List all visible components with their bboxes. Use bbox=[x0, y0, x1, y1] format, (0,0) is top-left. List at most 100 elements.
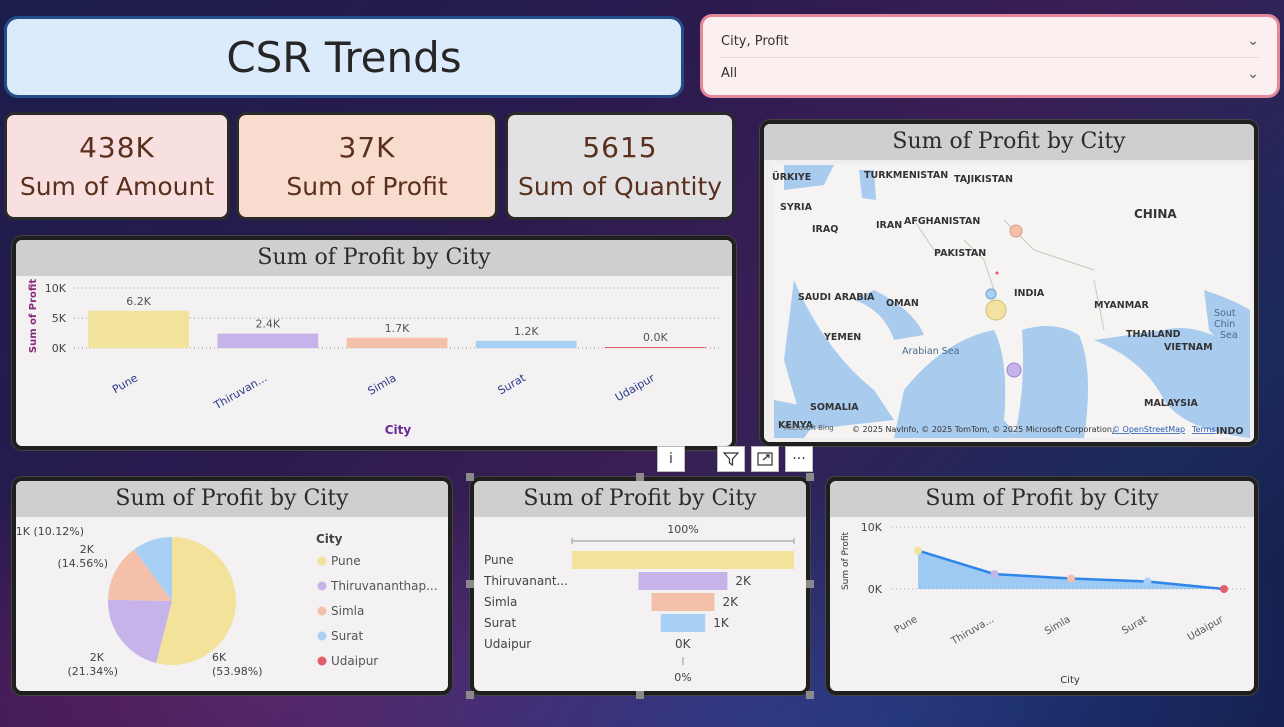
svg-text:SOMALIA: SOMALIA bbox=[810, 402, 859, 413]
funnel-category-label: Udaipur bbox=[484, 637, 531, 651]
map-bubble-surat[interactable] bbox=[985, 288, 997, 300]
map-bubble-pune[interactable] bbox=[985, 299, 1007, 321]
map-bubble-thiruvananthapuram[interactable] bbox=[1006, 362, 1022, 378]
resize-handle[interactable] bbox=[466, 580, 474, 588]
funnel-chart-visual[interactable]: Sum of Profit by City 100% Pune Thiruvanan… bbox=[470, 477, 810, 695]
bar[interactable] bbox=[88, 310, 189, 348]
svg-text:SAUDI ARABIA: SAUDI ARABIA bbox=[798, 292, 875, 303]
kpi-card-amount[interactable]: 438K Sum of Amount bbox=[4, 112, 230, 220]
column-chart[interactable]: 10K 5K 0K 6.2K Pune 2.4K Thiruvan... 1.7K Simla 1… bbox=[16, 276, 732, 446]
area-point[interactable] bbox=[990, 570, 999, 579]
funnel-bar[interactable] bbox=[572, 551, 794, 569]
red-sea-water bbox=[784, 280, 894, 430]
column-chart-visual[interactable]: Sum of Profit by City 10K 5K 0K 6.2K Pune 2.4… bbox=[12, 236, 736, 450]
map-visual[interactable]: Sum of Profit by City ÜRKIYE TURKMENISTA… bbox=[760, 120, 1258, 446]
svg-text:YEMEN: YEMEN bbox=[823, 332, 861, 343]
focus-mode-icon bbox=[757, 452, 773, 466]
area-chart-visual[interactable]: Sum of Profit by City 10K 0K Pune Thiruva..… bbox=[826, 477, 1258, 695]
map-attribution: © 2025 NavInfo, © 2025 TomTom, © 2025 Mi… bbox=[852, 425, 1114, 434]
svg-text:SYRIA: SYRIA bbox=[780, 202, 813, 213]
focus-mode-button[interactable] bbox=[751, 446, 779, 472]
svg-text:OMAN: OMAN bbox=[886, 298, 919, 309]
area-point[interactable] bbox=[1067, 574, 1075, 583]
svg-text:Arabian Sea: Arabian Sea bbox=[902, 346, 959, 357]
bar[interactable] bbox=[217, 333, 319, 348]
report-title-box: CSR Trends bbox=[4, 16, 684, 98]
x-tick-label: Simla bbox=[366, 371, 399, 398]
openstreetmap-link[interactable]: © OpenStreetMap bbox=[1112, 425, 1185, 434]
svg-text:MYANMAR: MYANMAR bbox=[1094, 300, 1150, 311]
area-point[interactable] bbox=[914, 546, 922, 555]
resize-handle[interactable] bbox=[806, 473, 814, 481]
more-options-icon: ··· bbox=[792, 451, 806, 467]
y-axis-title: Sum of Profit bbox=[841, 532, 851, 591]
funnel-data-label: 2K bbox=[735, 574, 752, 588]
x-tick-label: Surat bbox=[496, 371, 529, 397]
bar[interactable] bbox=[605, 347, 706, 348]
country-borders bbox=[913, 219, 1105, 331]
bay-of-bengal-water bbox=[1014, 326, 1088, 438]
chevron-down-icon[interactable]: ⌄ bbox=[1247, 33, 1259, 49]
area-point[interactable] bbox=[1143, 577, 1152, 586]
filter-button[interactable] bbox=[717, 446, 745, 472]
pie-chart[interactable]: 6K(53.98%)2K(21.34%)2K(14.56%)1K (10.12%… bbox=[16, 517, 448, 691]
svg-text:AFGHANISTAN: AFGHANISTAN bbox=[904, 216, 980, 227]
terms-link[interactable]: Terms bbox=[1191, 425, 1216, 434]
funnel-bar[interactable] bbox=[651, 593, 715, 611]
svg-text:IRAN: IRAN bbox=[876, 220, 902, 231]
svg-text:MALAYSIA: MALAYSIA bbox=[1144, 398, 1199, 409]
x-tick-label: Udaipur bbox=[613, 371, 657, 404]
funnel-chart[interactable]: 100% Pune Thiruvanant... 2K Simla 2K Surat 1K Ud… bbox=[474, 517, 806, 691]
bing-logo: Microsoft Bing bbox=[784, 424, 834, 432]
resize-handle[interactable] bbox=[636, 473, 644, 481]
black-sea-water bbox=[784, 165, 834, 190]
kpi-card-quantity[interactable]: 5615 Sum of Quantity bbox=[505, 112, 735, 220]
info-button[interactable]: i bbox=[657, 446, 685, 472]
area-chart[interactable]: 10K 0K Pune Thiruva... Simla Surat Udaipur Sum … bbox=[830, 517, 1254, 691]
kpi-card-profit[interactable]: 37K Sum of Profit bbox=[236, 112, 498, 220]
funnel-bar[interactable] bbox=[638, 572, 728, 590]
slicer-field-label: City, Profit bbox=[721, 33, 789, 49]
resize-handle[interactable] bbox=[806, 580, 814, 588]
svg-text:KENYA: KENYA bbox=[778, 420, 814, 431]
info-icon: i bbox=[669, 451, 673, 467]
legend-item: Pune bbox=[331, 554, 361, 568]
bar[interactable] bbox=[346, 337, 448, 348]
svg-text:VIETNAM: VIETNAM bbox=[1164, 342, 1213, 353]
chevron-down-icon[interactable]: ⌄ bbox=[1247, 65, 1259, 82]
pie-chart-visual[interactable]: Sum of Profit by City 6K (53.98%) 2K (21.34… bbox=[12, 477, 452, 695]
pie-slice[interactable] bbox=[108, 599, 172, 664]
kpi-label: Sum of Quantity bbox=[517, 172, 723, 201]
funnel-data-label: 2K bbox=[722, 595, 739, 609]
pie-slice[interactable] bbox=[133, 537, 172, 601]
funnel-data-label: 1K bbox=[713, 616, 730, 630]
map-bubble-udaipur[interactable] bbox=[995, 271, 999, 275]
south-china-sea-water bbox=[1204, 290, 1250, 360]
bar[interactable] bbox=[475, 340, 577, 348]
svg-text:TAJIKISTAN: TAJIKISTAN bbox=[954, 174, 1013, 185]
slicer-dropdown[interactable]: All ⌄ bbox=[721, 57, 1259, 89]
funnel-bar[interactable] bbox=[660, 614, 706, 632]
map-canvas[interactable]: ÜRKIYE TURKMENISTAN TAJIKISTAN SYRIA IRA… bbox=[764, 160, 1254, 442]
filter-icon bbox=[723, 452, 739, 466]
pie-data-label: 1K (10.12%) bbox=[16, 525, 84, 538]
svg-text:Sout: Sout bbox=[1214, 308, 1236, 319]
pie-slice[interactable] bbox=[108, 549, 172, 601]
slicer-header[interactable]: City, Profit ⌄ bbox=[721, 25, 1259, 57]
city-profit-slicer[interactable]: City, Profit ⌄ All ⌄ bbox=[700, 14, 1280, 98]
pie-slice[interactable] bbox=[156, 537, 236, 665]
legend-marker bbox=[317, 606, 327, 616]
resize-handle[interactable] bbox=[466, 473, 474, 481]
resize-handle[interactable] bbox=[806, 691, 814, 699]
resize-handle[interactable] bbox=[636, 691, 644, 699]
resize-handle[interactable] bbox=[466, 691, 474, 699]
persian-gulf-water bbox=[854, 290, 924, 340]
area-point[interactable] bbox=[1220, 585, 1228, 593]
svg-text:ÜRKIYE: ÜRKIYE bbox=[772, 172, 811, 183]
svg-text:IRAQ: IRAQ bbox=[812, 224, 838, 235]
more-options-button[interactable]: ··· bbox=[785, 446, 813, 472]
y-tick-label: 0K bbox=[52, 342, 67, 355]
y-tick-label: 0K bbox=[868, 583, 883, 596]
map-bubble-simla[interactable] bbox=[1009, 224, 1023, 238]
svg-text:Sea: Sea bbox=[1220, 330, 1238, 341]
